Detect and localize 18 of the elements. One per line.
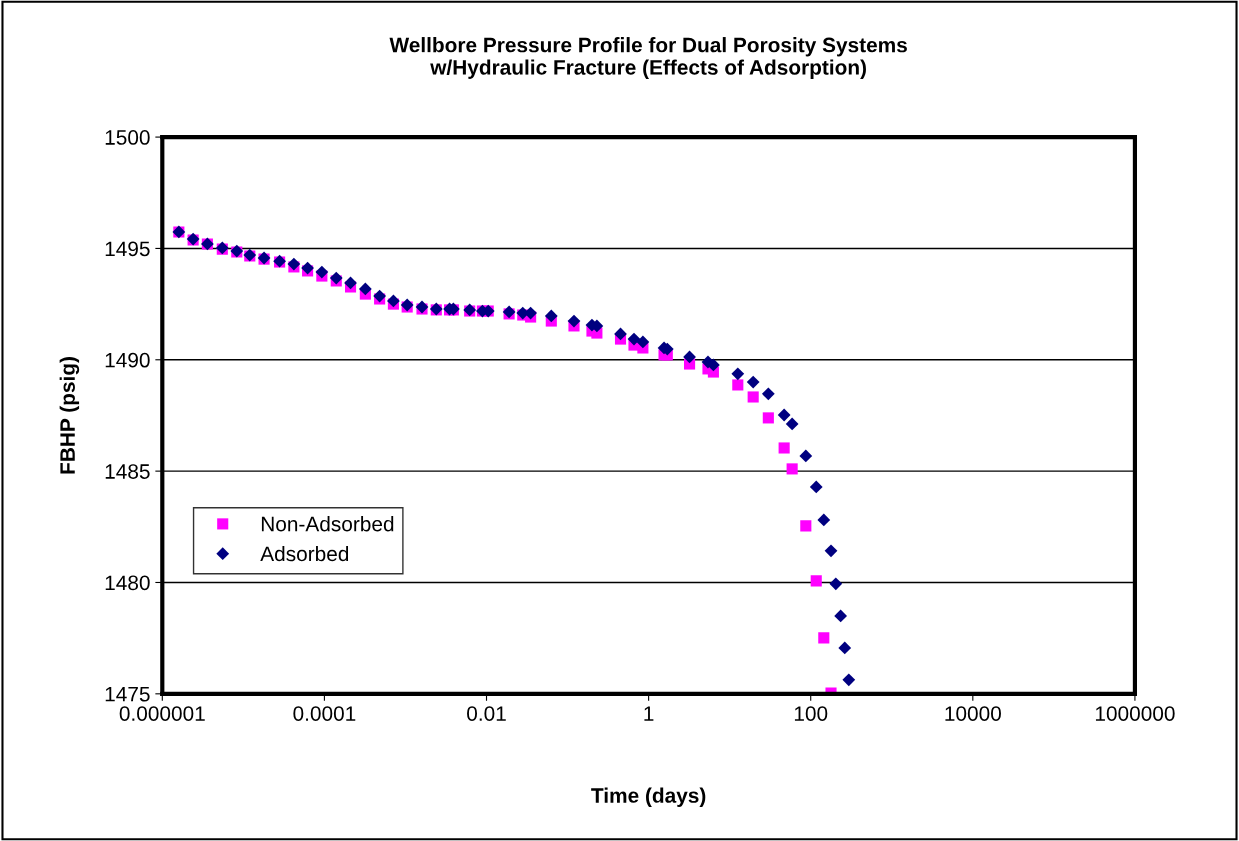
x-axis-title: Time (days) (591, 787, 706, 807)
y-tick-label: 1495 (105, 241, 150, 257)
y-axis-title: FBHP (psig) (59, 357, 80, 474)
x-tick-label: 0.01 (467, 706, 506, 721)
y-tick-label: 1485 (105, 464, 150, 479)
x-tick-label: 0.0001 (293, 706, 356, 721)
y-tick-label: 1480 (105, 575, 150, 591)
legend-label: Non-Adsorbed (261, 516, 394, 532)
y-tick-label: 1500 (105, 130, 150, 145)
x-tick-label: 1 (644, 706, 654, 721)
y-tick-label: 1475 (105, 687, 150, 702)
legend-label: Adsorbed (260, 545, 349, 562)
x-tick-label: 1000000 (1095, 706, 1175, 721)
chart-title: Wellbore Pressure Profile for Dual Porosity Systems w/Hydraulic Fracture (Effects of Adsorption) (389, 37, 907, 79)
x-tick-label: 10000 (945, 706, 1001, 721)
x-tick-label: 100 (794, 706, 828, 721)
x-tick-label: 0.000001 (119, 706, 205, 721)
y-tick-label: 1490 (105, 352, 150, 368)
